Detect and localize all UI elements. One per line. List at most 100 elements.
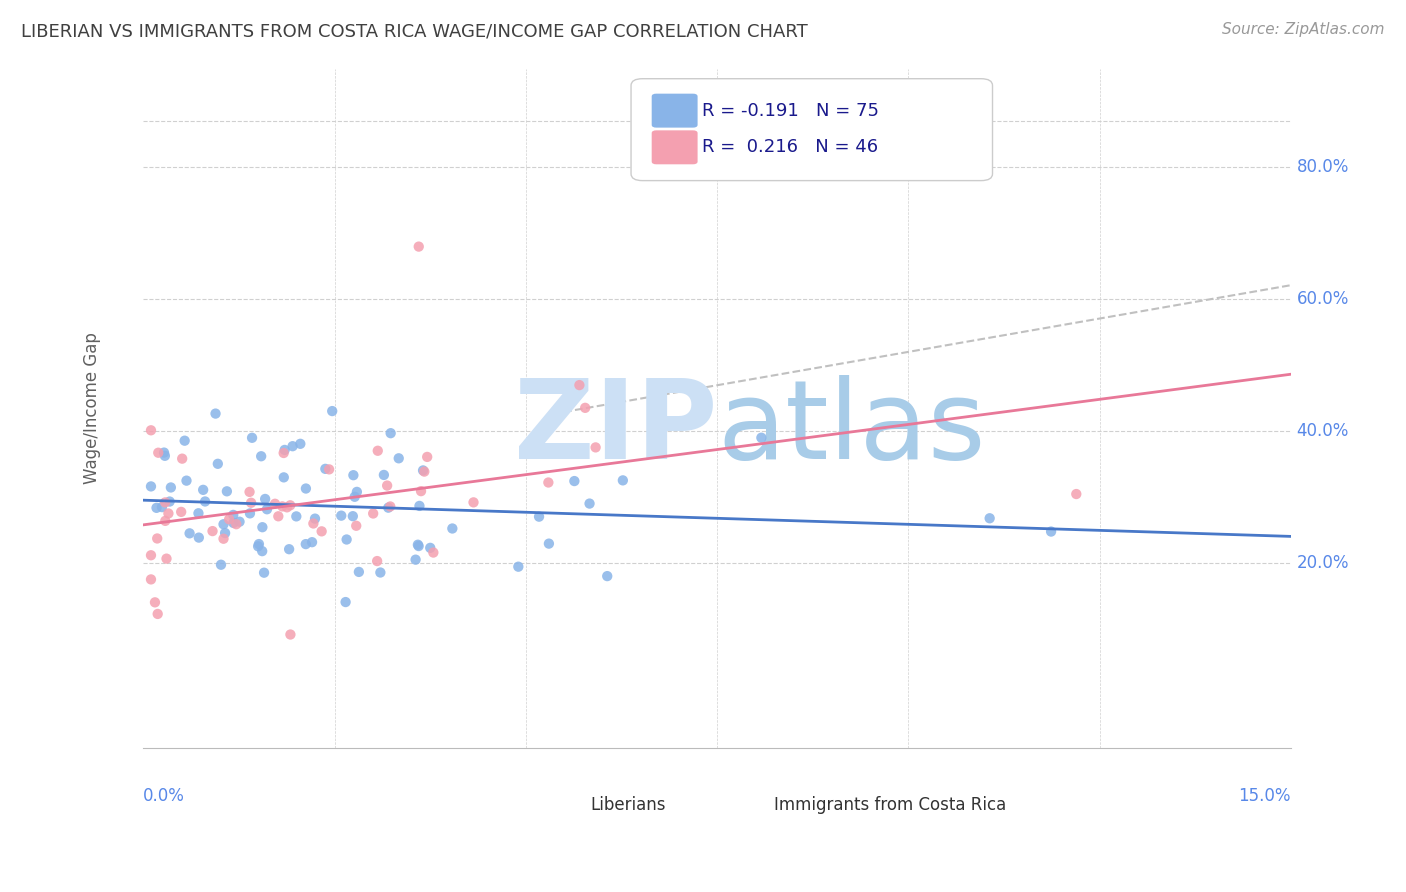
Point xyxy=(209,558,232,572)
Point xyxy=(146,607,169,621)
Point xyxy=(218,512,240,526)
Point xyxy=(278,542,301,557)
Text: atlas: atlas xyxy=(717,375,986,482)
Point xyxy=(408,539,430,553)
FancyBboxPatch shape xyxy=(731,792,770,818)
Point xyxy=(441,521,464,535)
Point xyxy=(176,474,198,488)
Point xyxy=(187,531,209,545)
Text: 80.0%: 80.0% xyxy=(1296,159,1348,177)
Point xyxy=(139,423,162,437)
Point xyxy=(148,446,170,460)
Point xyxy=(264,497,287,511)
Point xyxy=(247,539,270,553)
Point xyxy=(238,484,260,499)
Point xyxy=(139,573,162,587)
Point xyxy=(321,404,343,418)
Point xyxy=(222,516,245,530)
Point xyxy=(302,516,325,531)
Point xyxy=(295,482,318,496)
Point xyxy=(278,498,301,512)
Point xyxy=(370,566,392,580)
Point xyxy=(155,514,177,528)
Point xyxy=(267,509,290,524)
Point xyxy=(412,463,434,477)
Point xyxy=(422,545,444,559)
Point xyxy=(247,537,270,551)
Point xyxy=(314,462,336,476)
Text: Immigrants from Costa Rica: Immigrants from Costa Rica xyxy=(775,796,1007,814)
Point xyxy=(212,517,235,532)
Point xyxy=(222,508,245,522)
Point xyxy=(173,434,195,448)
Point xyxy=(578,497,600,511)
Point xyxy=(153,445,176,459)
Point xyxy=(159,494,181,508)
Point xyxy=(301,535,323,549)
Point xyxy=(568,378,591,392)
Point xyxy=(342,509,364,524)
Point xyxy=(271,500,294,514)
Point xyxy=(612,474,634,488)
Point xyxy=(574,401,596,415)
Point xyxy=(318,462,340,476)
Text: Liberians: Liberians xyxy=(591,796,666,814)
Point xyxy=(290,437,312,451)
Point xyxy=(153,495,176,509)
Point xyxy=(285,509,308,524)
Point xyxy=(172,451,194,466)
Text: 0.0%: 0.0% xyxy=(143,787,186,805)
Point xyxy=(527,509,550,524)
Point xyxy=(146,532,169,546)
Point xyxy=(160,480,183,494)
FancyBboxPatch shape xyxy=(631,78,993,180)
Point xyxy=(194,494,217,508)
Point xyxy=(311,524,333,539)
Point xyxy=(239,507,262,521)
Text: R = -0.191   N = 75: R = -0.191 N = 75 xyxy=(702,102,879,120)
Point xyxy=(155,551,177,566)
Point xyxy=(215,484,238,499)
Point xyxy=(273,442,295,457)
Point xyxy=(143,595,166,609)
Point xyxy=(294,537,316,551)
Point xyxy=(979,511,1001,525)
Point xyxy=(253,566,276,580)
Point xyxy=(276,500,298,515)
Point xyxy=(596,569,619,583)
Text: 15.0%: 15.0% xyxy=(1239,787,1291,805)
Point xyxy=(330,508,353,523)
Point xyxy=(463,495,485,509)
Point xyxy=(214,526,236,541)
Point xyxy=(751,431,773,445)
Point xyxy=(508,559,530,574)
Point xyxy=(408,239,430,253)
Point xyxy=(373,467,395,482)
Text: R =  0.216   N = 46: R = 0.216 N = 46 xyxy=(702,138,879,156)
Point xyxy=(406,538,429,552)
Point xyxy=(409,484,432,499)
Point xyxy=(419,541,441,555)
Point xyxy=(150,500,173,515)
Point xyxy=(413,465,436,479)
Point xyxy=(388,451,411,466)
FancyBboxPatch shape xyxy=(547,792,586,818)
Point xyxy=(344,518,367,533)
Point xyxy=(564,474,586,488)
Point xyxy=(281,439,304,453)
Point xyxy=(273,470,295,484)
Point xyxy=(187,506,209,520)
Point xyxy=(537,536,560,550)
Point xyxy=(225,517,247,532)
Point xyxy=(157,507,180,521)
Point xyxy=(170,505,193,519)
Point xyxy=(204,407,226,421)
Point xyxy=(212,532,235,546)
Point xyxy=(342,468,364,483)
Text: LIBERIAN VS IMMIGRANTS FROM COSTA RICA WAGE/INCOME GAP CORRELATION CHART: LIBERIAN VS IMMIGRANTS FROM COSTA RICA W… xyxy=(21,22,808,40)
Text: 40.0%: 40.0% xyxy=(1296,422,1348,441)
Point xyxy=(254,491,277,506)
Point xyxy=(250,544,273,558)
Point xyxy=(366,554,388,568)
Point xyxy=(336,533,359,547)
